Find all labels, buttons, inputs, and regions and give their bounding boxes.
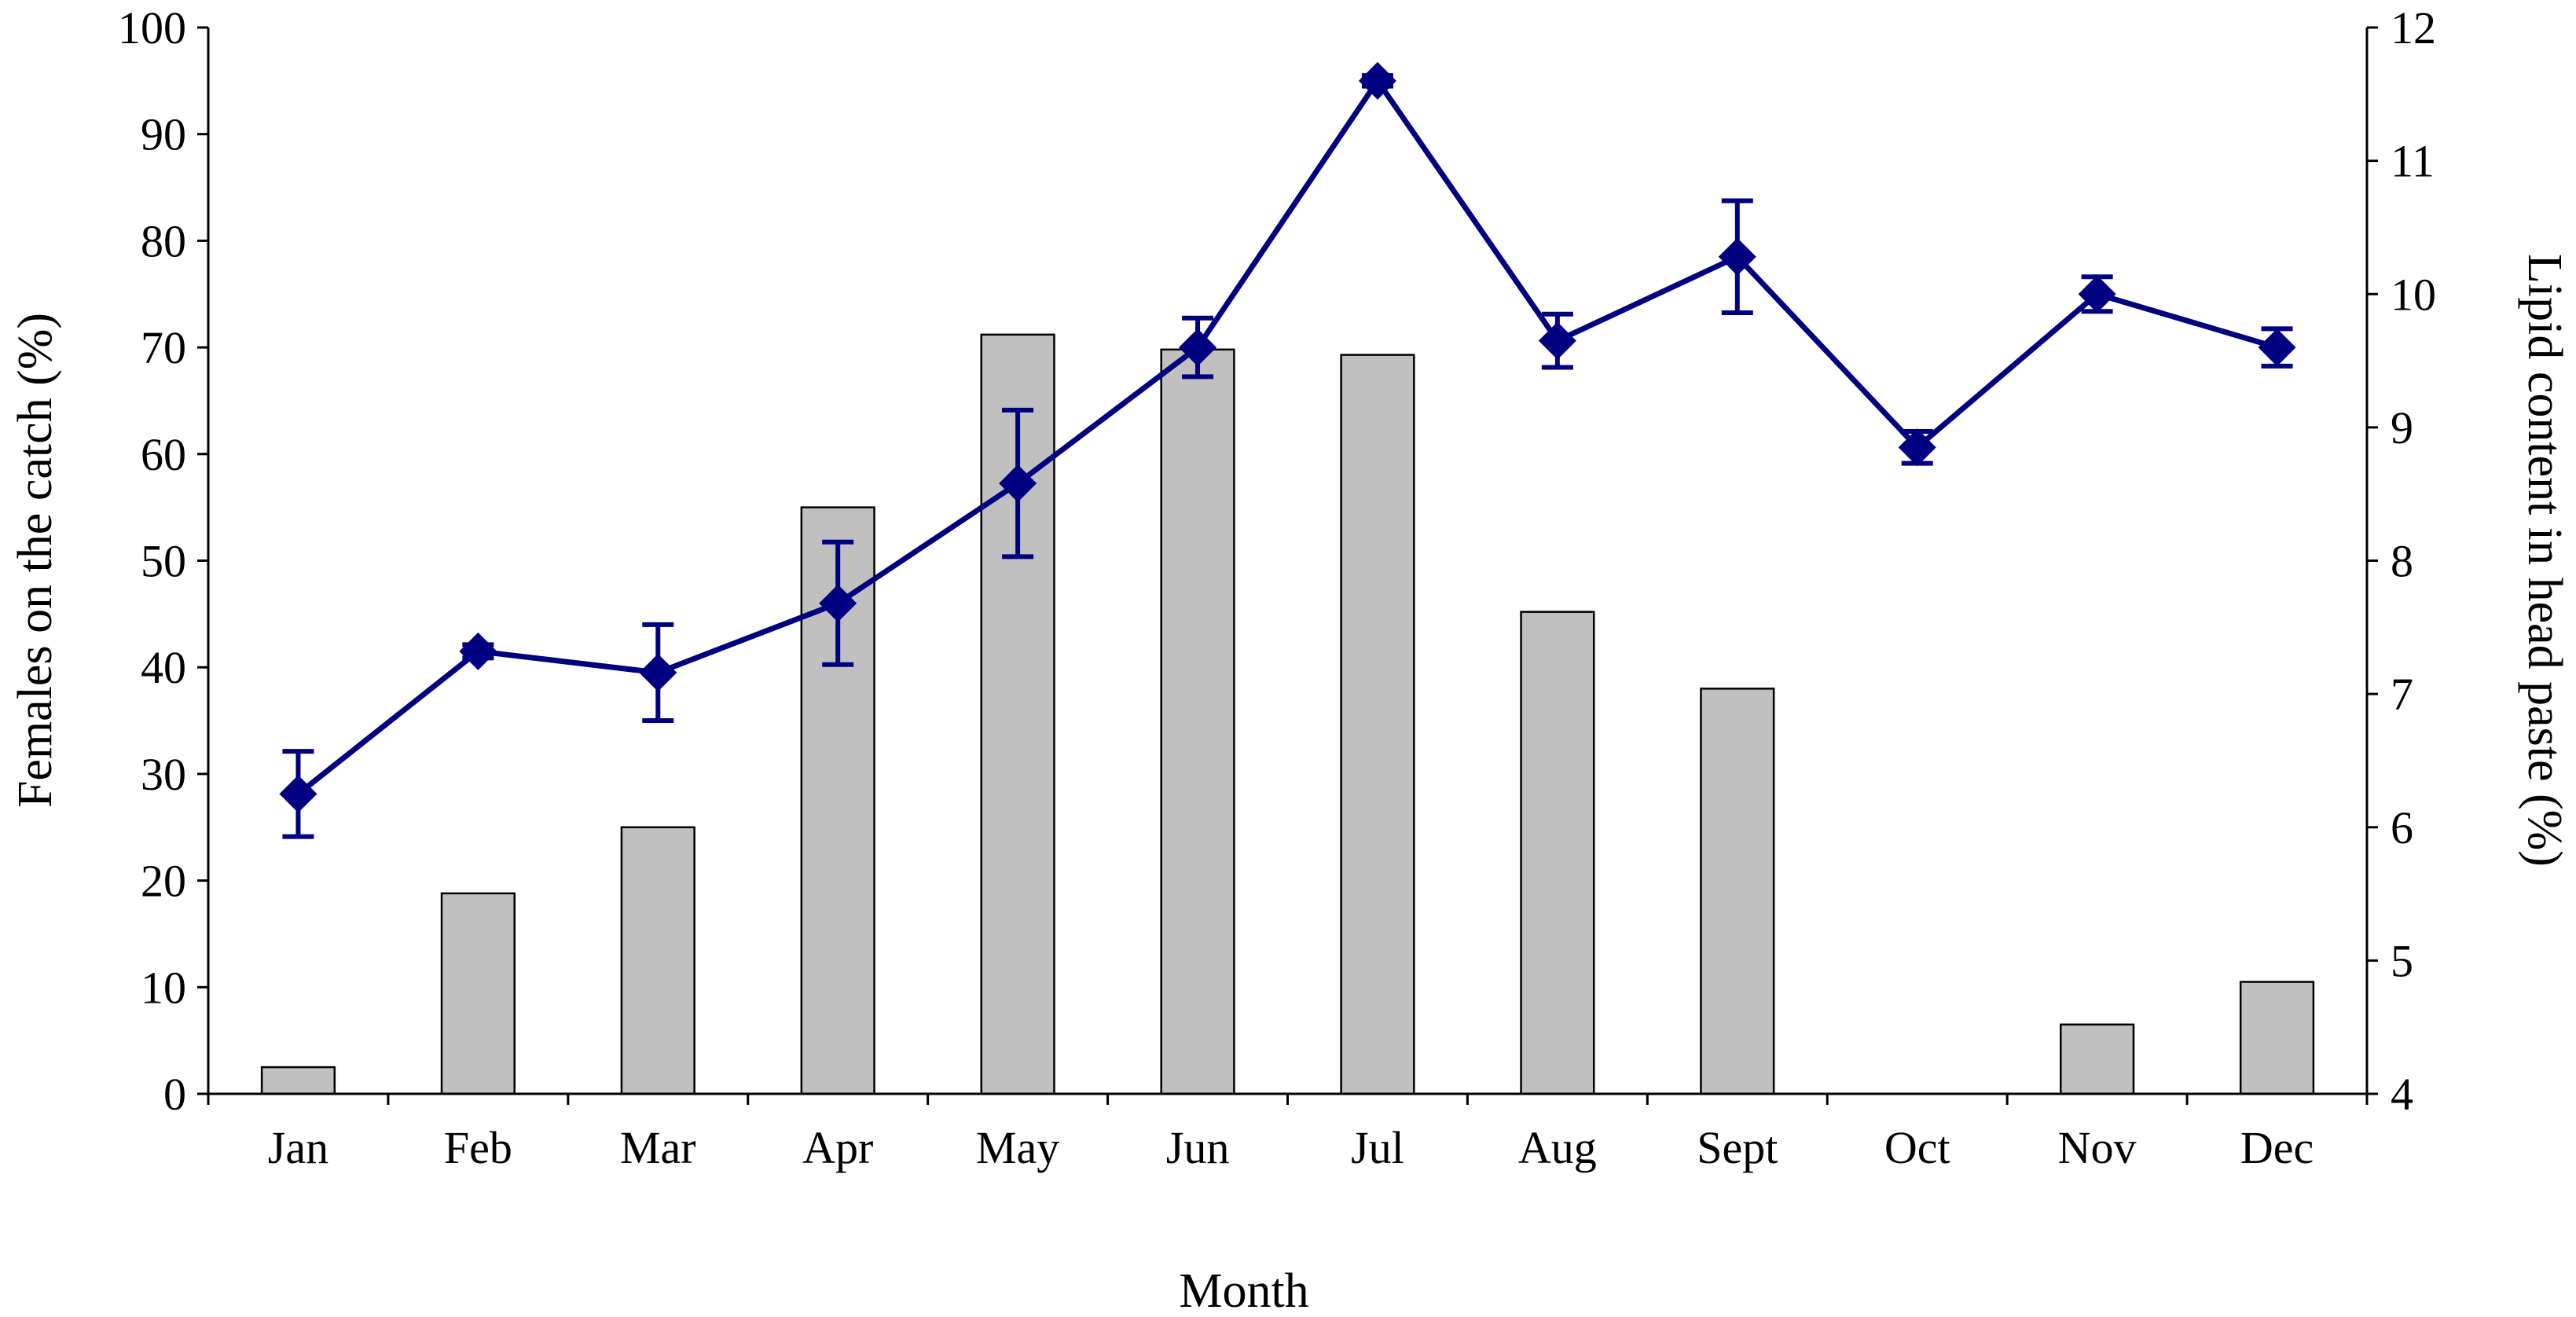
x-tick-label: Jun [1166, 1122, 1230, 1173]
x-tick-label: Oct [1884, 1122, 1950, 1173]
left-y-tick-label: 60 [141, 429, 186, 480]
right-y-tick-label: 12 [2391, 2, 2436, 53]
left-y-tick-label: 90 [141, 109, 186, 160]
x-tick-label: May [976, 1122, 1059, 1173]
axes-layer [207, 28, 2369, 1095]
left-y-tick-label: 0 [163, 1069, 186, 1120]
bars-layer [260, 333, 2315, 1095]
error-bars-layer [282, 73, 2293, 839]
left-y-tick-label: 40 [141, 642, 186, 693]
bar-dec [2239, 981, 2315, 1095]
bar-sept [1700, 688, 1775, 1095]
left-y-tick-label: 50 [141, 536, 186, 587]
bar-jan [260, 1066, 336, 1095]
right-y-tick-label: 8 [2391, 536, 2413, 587]
ticks-layer: 0 10 20 30 40 50 60 70 80 90 100 4 5 6 7 8 9 10 11 12 Jan Feb… [118, 2, 2436, 1173]
marker-aug [1538, 321, 1576, 360]
left-y-tick-label: 10 [141, 962, 186, 1013]
right-y-axis-title: Lipid content in head paste (%) [2518, 254, 2571, 867]
bar-feb [440, 892, 516, 1095]
right-y-tick-label: 6 [2391, 802, 2413, 853]
right-y-tick-label: 9 [2391, 402, 2413, 453]
left-y-tick-label: 30 [141, 749, 186, 800]
marker-jul [1358, 61, 1396, 100]
marker-apr [819, 584, 857, 622]
left-y-tick-label: 70 [141, 322, 186, 373]
right-y-tick-label: 11 [2391, 136, 2435, 187]
x-tick-label: Nov [2058, 1122, 2137, 1173]
marker-nov [2078, 275, 2116, 314]
left-y-tick-label: 80 [141, 215, 186, 266]
marker-mar [639, 653, 677, 692]
x-tick-label: Jan [268, 1122, 328, 1173]
x-tick-label: Apr [802, 1122, 873, 1173]
marker-jan [279, 775, 317, 813]
left-y-axis-title: Females on the catch (%) [9, 313, 62, 808]
marker-oct [1898, 428, 1936, 467]
bar-aug [1520, 611, 1595, 1095]
x-tick-label: Dec [2240, 1122, 2314, 1173]
marker-may [999, 464, 1037, 503]
marker-dec [2258, 328, 2296, 367]
line-series-layer [296, 78, 2278, 797]
bar-nov [2060, 1023, 2135, 1095]
lipid-line [296, 78, 2278, 797]
x-tick-label: Jul [1351, 1122, 1404, 1173]
right-y-tick-label: 5 [2391, 935, 2413, 986]
bar-jul [1340, 354, 1415, 1095]
left-y-tick-label: 100 [118, 2, 186, 53]
left-y-tick-label: 20 [141, 856, 186, 907]
right-y-tick-label: 7 [2391, 669, 2413, 720]
marker-jun [1179, 328, 1217, 367]
x-tick-label: Aug [1518, 1122, 1597, 1173]
marker-feb [459, 632, 497, 670]
right-y-tick-label: 10 [2391, 269, 2436, 320]
x-axis-title: Month [1179, 1264, 1308, 1317]
marker-sept [1718, 237, 1756, 276]
bar-mar [620, 826, 695, 1095]
bar-jun [1160, 348, 1235, 1095]
x-tick-label: Mar [620, 1122, 696, 1173]
markers-layer [279, 61, 2296, 813]
x-tick-label: Sept [1697, 1122, 1778, 1173]
x-tick-label: Feb [444, 1122, 512, 1173]
right-y-tick-label: 4 [2391, 1069, 2413, 1120]
